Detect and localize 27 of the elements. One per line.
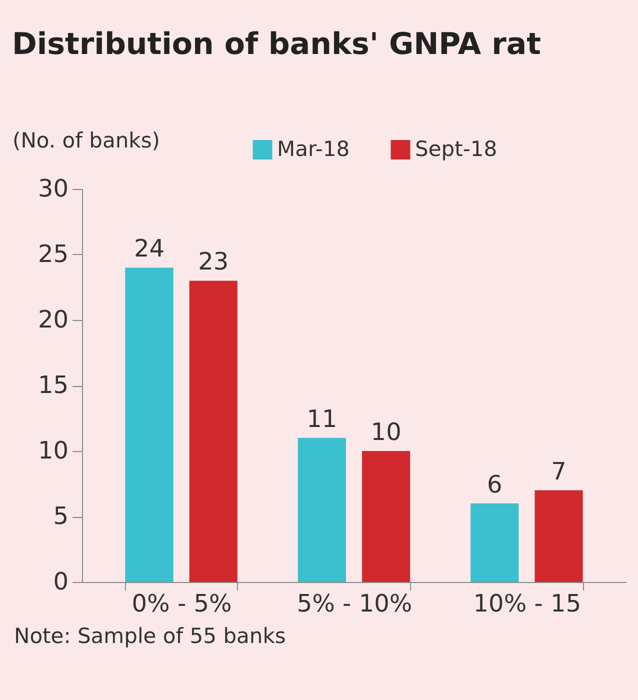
- bar: [298, 438, 346, 582]
- bar: [362, 451, 410, 582]
- y-tick-label: 30: [38, 174, 68, 202]
- data-label: 24: [134, 234, 164, 263]
- y-tick-label: 0: [53, 568, 68, 596]
- y-tick-label: 20: [38, 306, 68, 334]
- y-tick-label: 15: [38, 371, 68, 399]
- legend-label: Sept-18: [415, 136, 498, 161]
- text: Note: Sample of 55 banks: [13, 623, 287, 648]
- bar: [189, 280, 238, 582]
- x-tick-label: 0% - 5%: [132, 590, 232, 618]
- bar: [470, 503, 519, 582]
- y-tick-label: 10: [38, 436, 68, 464]
- data-label: 6: [486, 470, 502, 498]
- y-tick-label: 25: [38, 240, 68, 268]
- data-label: 11: [306, 404, 338, 433]
- data-label: 10: [370, 418, 402, 446]
- y-axis-title: (No. of banks): [12, 128, 160, 152]
- x-tick-label: 10% - 15: [473, 590, 582, 618]
- y-tick-label: 5: [53, 502, 68, 530]
- data-label: 23: [198, 248, 229, 276]
- bar: [125, 268, 174, 582]
- bar: [534, 490, 583, 582]
- chart-title: Distribution of banks' GNPA rat: [12, 27, 541, 62]
- data-label: 7: [551, 457, 566, 486]
- x-tick-label: 5% - 10%: [296, 590, 412, 618]
- legend-label: Mar-18: [277, 136, 350, 161]
